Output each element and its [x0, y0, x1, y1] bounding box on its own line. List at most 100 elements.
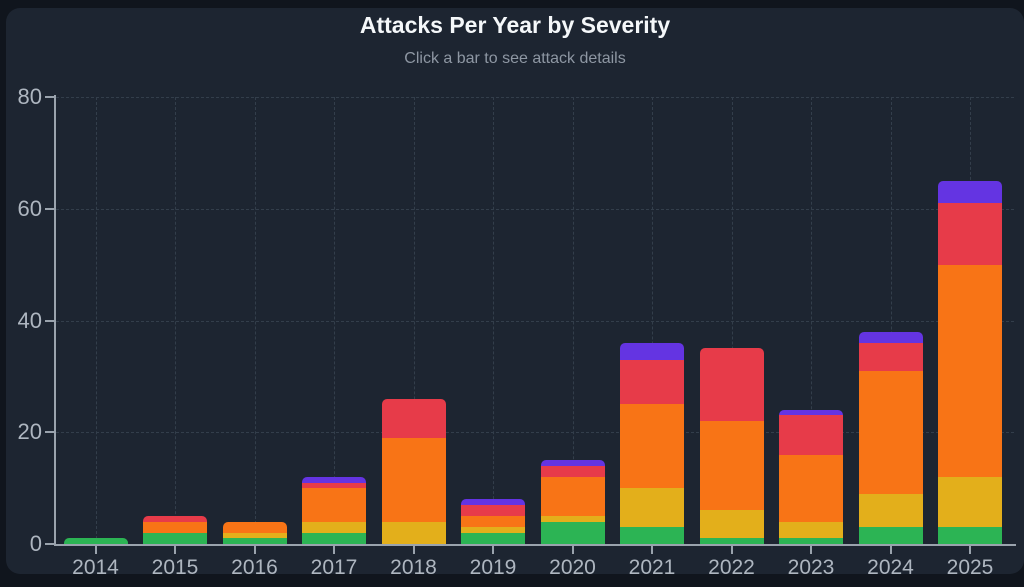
x-axis-tick [492, 546, 494, 554]
bar-segment-yellow-severity[interactable] [302, 521, 366, 533]
x-axis-label: 2023 [787, 556, 835, 579]
y-axis-label: 0 [29, 531, 42, 556]
bar-2014[interactable] [63, 538, 128, 544]
vertical-gridline [811, 97, 812, 544]
bar-segment-purple-severity[interactable] [461, 499, 525, 505]
vertical-gridline [254, 97, 256, 544]
bar-segment-orange-severity[interactable] [699, 421, 764, 511]
x-axis-label: 2025 [946, 556, 994, 579]
bar-segment-purple-severity[interactable] [858, 331, 923, 343]
x-axis-line [54, 544, 1016, 546]
bar-segment-green-severity[interactable] [63, 538, 128, 544]
y-axis-tick [45, 543, 54, 545]
bar-segment-yellow-severity[interactable] [858, 493, 923, 528]
horizontal-gridline [56, 208, 1014, 210]
bar-segment-yellow-severity[interactable] [540, 516, 605, 522]
y-axis-line [54, 95, 56, 546]
x-axis-label: 2024 [867, 556, 914, 579]
x-axis-tick [730, 546, 733, 554]
bar-segment-red-severity[interactable] [461, 504, 525, 517]
bar-segment-orange-severity[interactable] [620, 404, 684, 489]
y-axis-tick [45, 96, 54, 98]
bar-segment-green-severity[interactable] [858, 527, 923, 544]
bar-2016[interactable] [222, 521, 287, 544]
x-axis-label: 2022 [708, 556, 755, 579]
bar-2022[interactable] [699, 348, 764, 544]
bar-2021[interactable] [620, 342, 684, 544]
x-axis-tick [889, 546, 892, 554]
bar-2017[interactable] [302, 476, 366, 544]
y-axis-tick [45, 319, 54, 322]
bar-segment-purple-severity[interactable] [620, 342, 684, 360]
vertical-gridline [175, 97, 176, 544]
bar-2015[interactable] [143, 516, 207, 544]
bar-segment-red-severity[interactable] [858, 342, 923, 371]
bar-segment-orange-severity[interactable] [858, 370, 923, 494]
x-axis-tick [412, 546, 415, 554]
bar-segment-yellow-severity[interactable] [938, 476, 1002, 528]
bar-segment-yellow-severity[interactable] [222, 532, 287, 539]
bar-segment-orange-severity[interactable] [381, 437, 446, 522]
bar-segment-red-severity[interactable] [302, 482, 366, 489]
bar-segment-orange-severity[interactable] [461, 516, 525, 528]
bar-segment-green-severity[interactable] [143, 532, 207, 544]
bar-segment-red-severity[interactable] [540, 465, 605, 477]
bar-segment-green-severity[interactable] [779, 538, 843, 544]
bar-segment-yellow-severity[interactable] [381, 521, 446, 544]
bar-2018[interactable] [381, 398, 446, 544]
y-axis-label: 80 [17, 84, 42, 109]
bar-segment-red-severity[interactable] [779, 415, 843, 455]
x-axis-tick [253, 546, 256, 554]
vertical-gridline [572, 97, 574, 544]
x-axis-tick [969, 546, 971, 554]
bar-2023[interactable] [779, 409, 843, 544]
vertical-gridline [334, 97, 335, 544]
bar-segment-green-severity[interactable] [222, 538, 287, 544]
chart-title: Attacks Per Year by Severity [359, 12, 671, 38]
bar-segment-green-severity[interactable] [302, 532, 366, 544]
y-axis-tick [45, 431, 54, 434]
bar-segment-yellow-severity[interactable] [779, 521, 843, 539]
bar-segment-red-severity[interactable] [143, 516, 207, 522]
bar-segment-purple-severity[interactable] [302, 476, 366, 483]
y-axis-label: 40 [17, 307, 42, 333]
bar-segment-green-severity[interactable] [540, 521, 605, 544]
y-axis-label: 20 [17, 419, 42, 445]
bar-segment-orange-severity[interactable] [779, 454, 843, 522]
bar-segment-purple-severity[interactable] [540, 460, 605, 466]
bar-segment-red-severity[interactable] [381, 398, 446, 438]
x-axis-label: 2017 [310, 556, 358, 579]
vertical-gridline [493, 97, 494, 544]
bar-segment-red-severity[interactable] [938, 203, 1002, 265]
x-axis-label: 2015 [151, 556, 199, 579]
horizontal-gridline [56, 320, 1014, 322]
bar-segment-orange-severity[interactable] [222, 521, 287, 533]
bar-segment-green-severity[interactable] [699, 538, 764, 544]
bar-segment-red-severity[interactable] [699, 348, 764, 422]
bar-segment-green-severity[interactable] [620, 527, 684, 544]
bar-segment-orange-severity[interactable] [143, 521, 207, 533]
bar-segment-purple-severity[interactable] [938, 180, 1002, 204]
bar-segment-yellow-severity[interactable] [461, 527, 525, 533]
bar-segment-red-severity[interactable] [620, 359, 684, 405]
bar-2020[interactable] [540, 460, 605, 544]
bar-segment-yellow-severity[interactable] [620, 488, 684, 528]
vertical-gridline [413, 97, 415, 544]
x-axis-tick [810, 546, 812, 554]
bar-segment-purple-severity[interactable] [779, 409, 843, 416]
bar-segment-green-severity[interactable] [938, 527, 1002, 544]
vertical-gridline [95, 97, 97, 544]
x-axis-tick [174, 546, 176, 554]
x-axis-tick [333, 546, 335, 554]
bar-segment-orange-severity[interactable] [302, 488, 366, 522]
x-axis-tick [651, 546, 653, 554]
x-axis-label: 2018 [390, 556, 437, 579]
bar-2024[interactable] [858, 331, 923, 544]
bar-segment-orange-severity[interactable] [938, 264, 1002, 477]
bar-2025[interactable] [938, 180, 1002, 544]
bar-2019[interactable] [461, 499, 525, 544]
bar-segment-orange-severity[interactable] [540, 476, 605, 517]
chart-card: Attacks Per Year by Severity Click a bar… [6, 8, 1024, 579]
bar-segment-yellow-severity[interactable] [699, 510, 764, 539]
bar-segment-green-severity[interactable] [461, 532, 525, 544]
